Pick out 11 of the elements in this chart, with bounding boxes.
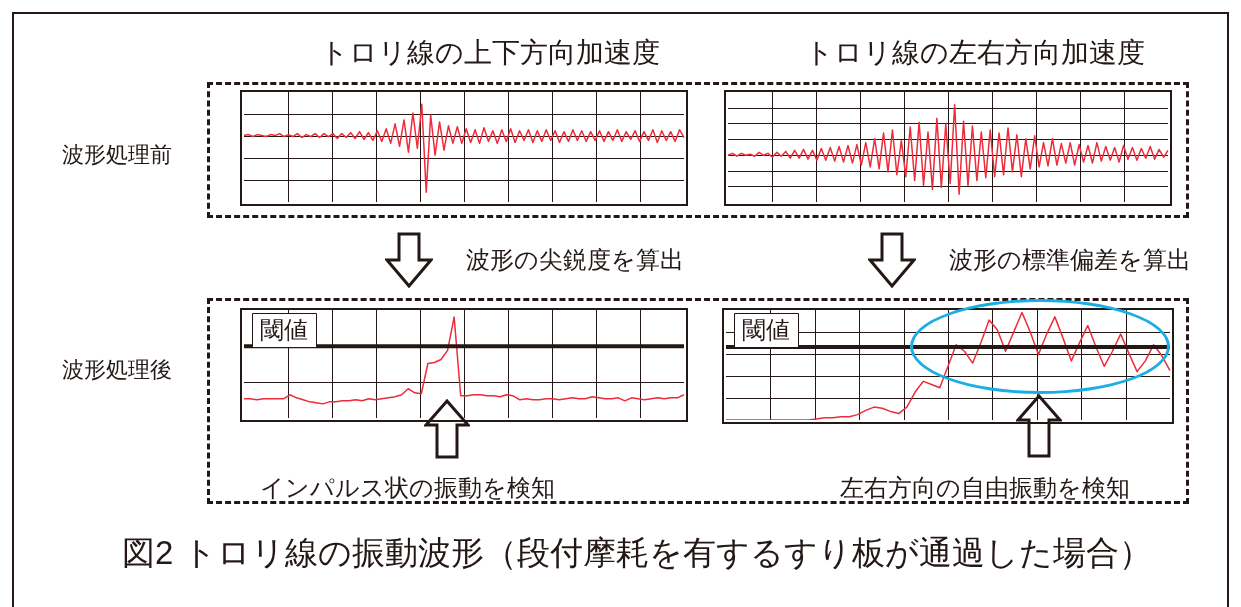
caption: 図2 トロリ線の振動波形（段付摩耗を有するすり板が通過した場合）	[118, 534, 1156, 572]
text: 波形の尖鋭度を算出	[462, 246, 688, 274]
ref-line-label: 閾値	[742, 315, 790, 343]
text: インパルス状の振動を検知	[256, 474, 559, 502]
text: 左右方向の自由振動を検知	[836, 474, 1134, 502]
ref-line-label: 閾値	[260, 315, 308, 343]
chart-title: トロリ線の左右方向加速度	[805, 37, 1145, 69]
text: 波形処理後	[58, 357, 176, 383]
chart-title: トロリ線の上下方向加速度	[320, 37, 660, 69]
text: 波形の標準偏差を算出	[945, 246, 1195, 274]
text: 波形処理前	[58, 142, 176, 168]
